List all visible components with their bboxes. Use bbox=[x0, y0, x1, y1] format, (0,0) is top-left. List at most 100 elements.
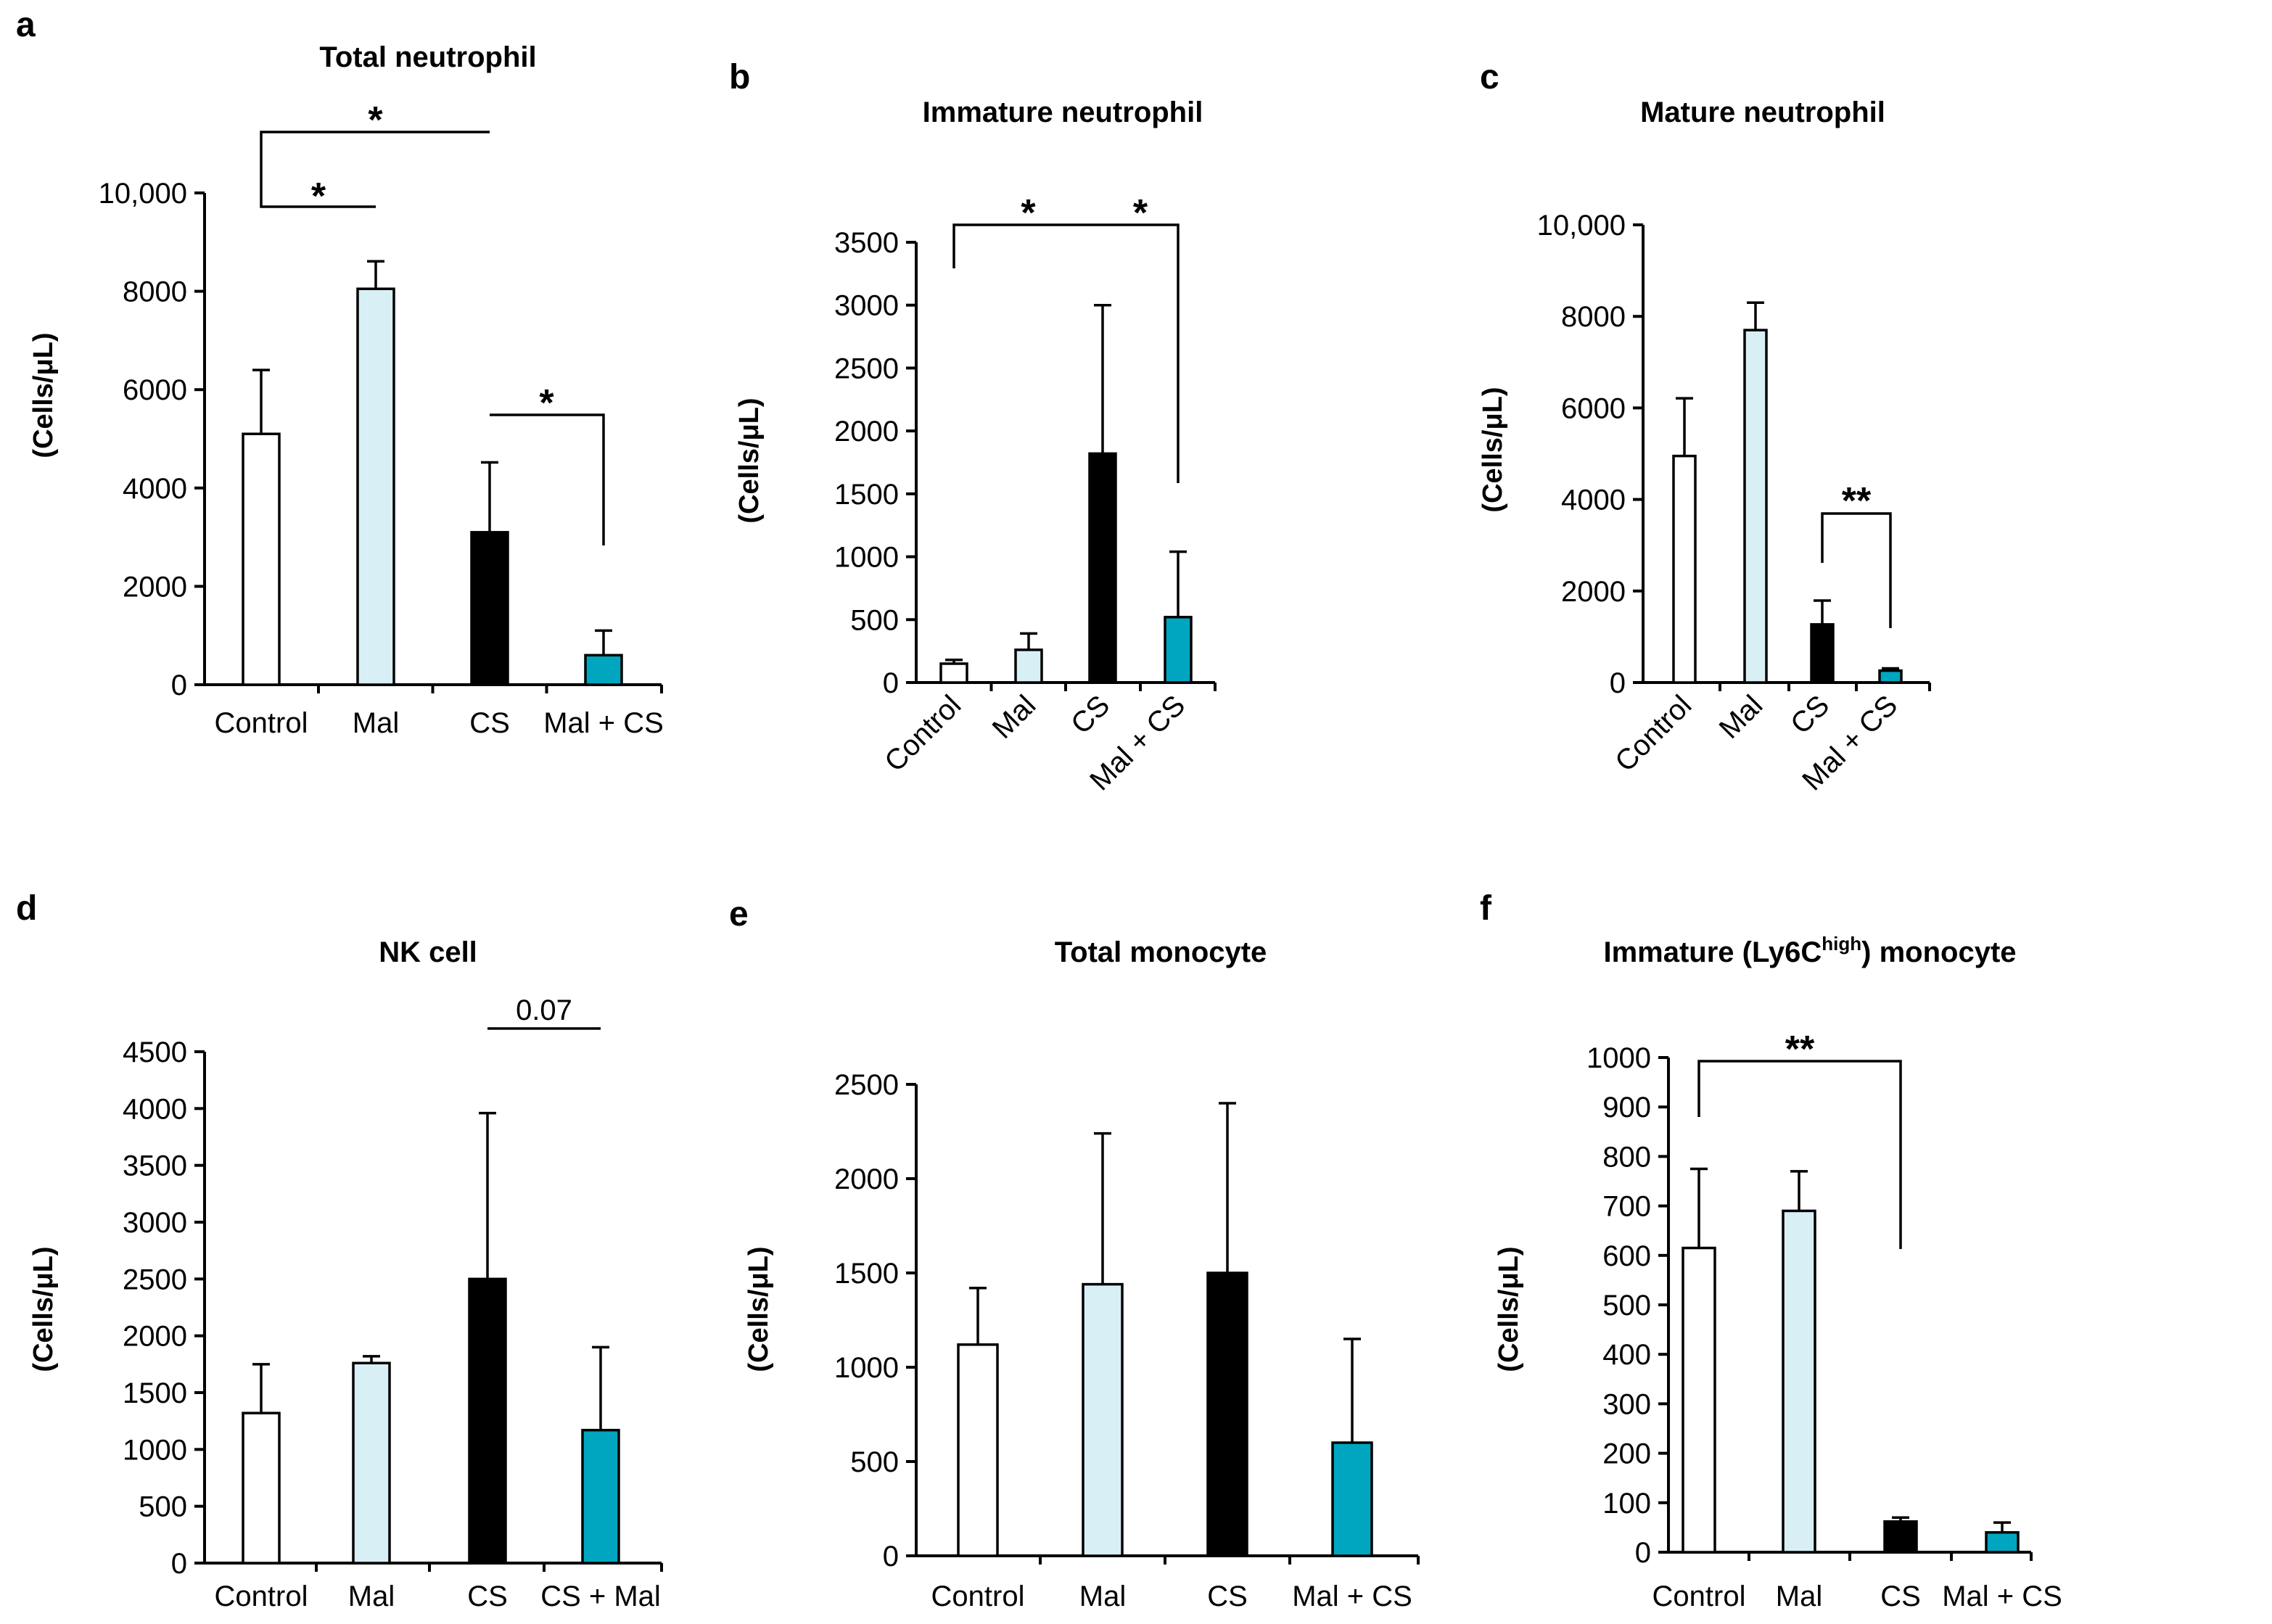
y-tick-label: 100 bbox=[1602, 1488, 1651, 1520]
bar-control bbox=[242, 432, 281, 686]
y-axis-label: (Cells/μL) bbox=[28, 332, 59, 458]
bar-mal bbox=[1082, 1282, 1124, 1557]
x-category-label: Mal bbox=[1079, 1580, 1126, 1612]
y-tick-label: 2500 bbox=[123, 1264, 187, 1295]
x-category-label: Control bbox=[1652, 1580, 1746, 1612]
bar-mal bbox=[1014, 648, 1043, 684]
y-tick-label: 0 bbox=[171, 1548, 187, 1580]
panel-e-total-monocyte: e Total monocyte (Cells/μL) 0 500 1000 1500 2… bbox=[729, 895, 1420, 1612]
x-category-label: Mal + CS bbox=[543, 707, 664, 739]
significance-label: ** bbox=[1842, 480, 1872, 522]
bar-control bbox=[242, 1411, 281, 1565]
chart-title: Total monocyte bbox=[1055, 936, 1267, 968]
y-tick-label: 2000 bbox=[123, 571, 187, 603]
y-tick-label: 1500 bbox=[123, 1377, 187, 1409]
x-category-label: CS bbox=[469, 707, 510, 739]
significance-label: * bbox=[311, 176, 326, 218]
panel-c-mature-neutrophil: c Mature neutrophil (Cells/μL) 0 2000 4000 6… bbox=[1478, 58, 1931, 796]
significance-bracket bbox=[260, 152, 376, 208]
y-tick-label: 8000 bbox=[1561, 301, 1626, 333]
y-tick-label: 700 bbox=[1602, 1191, 1651, 1223]
bar-mal bbox=[1743, 329, 1768, 684]
panel-b-immature-neutrophil: b Immature neutrophil (Cells/μL) 0 500 1000… bbox=[729, 58, 1217, 796]
y-tick-label: 2000 bbox=[1561, 576, 1626, 608]
bar-cs bbox=[1088, 452, 1117, 684]
y-tick-label: 3000 bbox=[834, 290, 899, 322]
chart-title: Immature (Ly6Chigh) monocyte bbox=[1603, 933, 2016, 968]
significance-label: ** bbox=[1785, 1029, 1815, 1071]
y-tick-label: 1000 bbox=[1586, 1042, 1651, 1074]
y-tick-label: 1000 bbox=[123, 1434, 187, 1466]
y-tick-label: 4000 bbox=[1561, 485, 1626, 516]
bar-control bbox=[939, 662, 968, 684]
significance-bracket bbox=[1697, 1060, 1902, 1249]
y-tick-label: 3000 bbox=[123, 1207, 187, 1239]
y-tick-label: 900 bbox=[1602, 1092, 1651, 1124]
bar-cs bbox=[468, 1277, 507, 1565]
significance-label: * bbox=[539, 382, 554, 424]
bar-mal bbox=[1782, 1209, 1816, 1554]
y-tick-label: 500 bbox=[139, 1491, 187, 1523]
bar-malcs bbox=[1878, 669, 1903, 684]
y-axis-label: (Cells/μL) bbox=[1478, 387, 1508, 512]
significance-label: * bbox=[1133, 192, 1148, 234]
significance-bracket bbox=[260, 131, 490, 152]
bar-malcs bbox=[1331, 1441, 1373, 1557]
x-category-label: Control bbox=[931, 1580, 1025, 1612]
x-category-label: Mal bbox=[348, 1580, 395, 1612]
y-tick-label: 2500 bbox=[834, 353, 899, 384]
significance-bracket bbox=[952, 223, 1103, 268]
x-category-label: Control bbox=[215, 707, 308, 739]
y-tick-label: 500 bbox=[850, 1446, 899, 1478]
panel-letter: e bbox=[729, 895, 749, 933]
x-category-label: Mal + CS bbox=[1292, 1580, 1412, 1612]
chart-title: Total neutrophil bbox=[319, 41, 536, 73]
x-category-label: Control bbox=[215, 1580, 308, 1612]
y-axis-label: (Cells/μL) bbox=[734, 397, 765, 523]
y-tick-label: 6000 bbox=[123, 374, 187, 406]
y-tick-label: 0 bbox=[171, 669, 187, 701]
y-tick-label: 6000 bbox=[1561, 392, 1626, 424]
panel-letter: a bbox=[16, 6, 36, 44]
y-tick-label: 4500 bbox=[123, 1036, 187, 1068]
x-category-label: CS + Mal bbox=[540, 1580, 661, 1612]
x-category-label: Control bbox=[878, 689, 967, 778]
bar-control bbox=[1672, 454, 1697, 684]
y-tick-label: 1000 bbox=[834, 1352, 899, 1384]
y-tick-label: 500 bbox=[850, 604, 899, 636]
significance-label: 0.07 bbox=[516, 994, 572, 1026]
bar-mal bbox=[356, 287, 395, 686]
y-tick-label: 1500 bbox=[834, 479, 899, 511]
y-tick-label: 2500 bbox=[834, 1069, 899, 1101]
x-category-label: Mal bbox=[987, 689, 1042, 745]
y-tick-label: 0 bbox=[883, 1541, 899, 1573]
x-category-label: CS bbox=[1785, 689, 1835, 740]
bar-malcs bbox=[1985, 1530, 2020, 1554]
y-tick-label: 300 bbox=[1602, 1388, 1651, 1420]
bar-cs bbox=[470, 531, 509, 686]
y-tick-label: 3500 bbox=[123, 1150, 187, 1182]
y-tick-label: 2000 bbox=[834, 416, 899, 448]
significance-label: * bbox=[1021, 192, 1036, 234]
chart-title: Immature neutrophil bbox=[923, 96, 1203, 128]
x-category-label: CS bbox=[467, 1580, 508, 1612]
y-tick-label: 4000 bbox=[123, 1093, 187, 1125]
panel-letter: d bbox=[16, 889, 37, 928]
x-category-label: CS bbox=[1065, 689, 1116, 740]
significance-bracket bbox=[490, 413, 605, 545]
y-tick-label: 8000 bbox=[123, 276, 187, 308]
bar-control bbox=[957, 1343, 999, 1557]
bar-control bbox=[1682, 1246, 1716, 1554]
y-tick-label: 800 bbox=[1602, 1141, 1651, 1173]
y-tick-label: 3500 bbox=[834, 227, 899, 259]
x-category-label: Mal bbox=[1713, 689, 1769, 745]
x-category-label: CS bbox=[1880, 1580, 1921, 1612]
y-axis-label: (Cells/μL) bbox=[1494, 1246, 1524, 1372]
panel-f-immature-monocyte: f Immature (Ly6Chigh) monocyte (Cells/μL… bbox=[1480, 889, 2062, 1612]
x-category-label: Mal bbox=[353, 707, 399, 739]
bar-malcs bbox=[1164, 616, 1193, 684]
y-tick-label: 0 bbox=[1610, 667, 1626, 699]
x-category-label: Control bbox=[1609, 689, 1697, 778]
chart-title-tail: ) monocyte bbox=[1861, 936, 2016, 968]
